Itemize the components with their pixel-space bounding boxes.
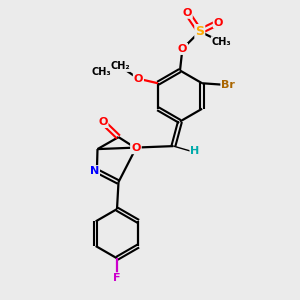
Text: O: O — [178, 44, 187, 54]
Text: O: O — [214, 17, 223, 28]
Text: O: O — [131, 143, 141, 153]
Text: S: S — [196, 26, 204, 37]
Text: CH₂: CH₂ — [110, 61, 130, 71]
Text: F: F — [113, 273, 121, 283]
Text: Br: Br — [221, 80, 235, 90]
Text: CH₃: CH₃ — [92, 67, 111, 77]
Text: O: O — [98, 117, 108, 127]
Text: H: H — [190, 146, 200, 157]
Text: O: O — [182, 8, 192, 18]
Text: O: O — [134, 74, 143, 84]
Text: CH₃: CH₃ — [212, 37, 231, 47]
Text: S: S — [195, 25, 204, 38]
Text: O: O — [178, 44, 187, 54]
Text: N: N — [90, 166, 99, 176]
Text: O: O — [131, 143, 141, 153]
